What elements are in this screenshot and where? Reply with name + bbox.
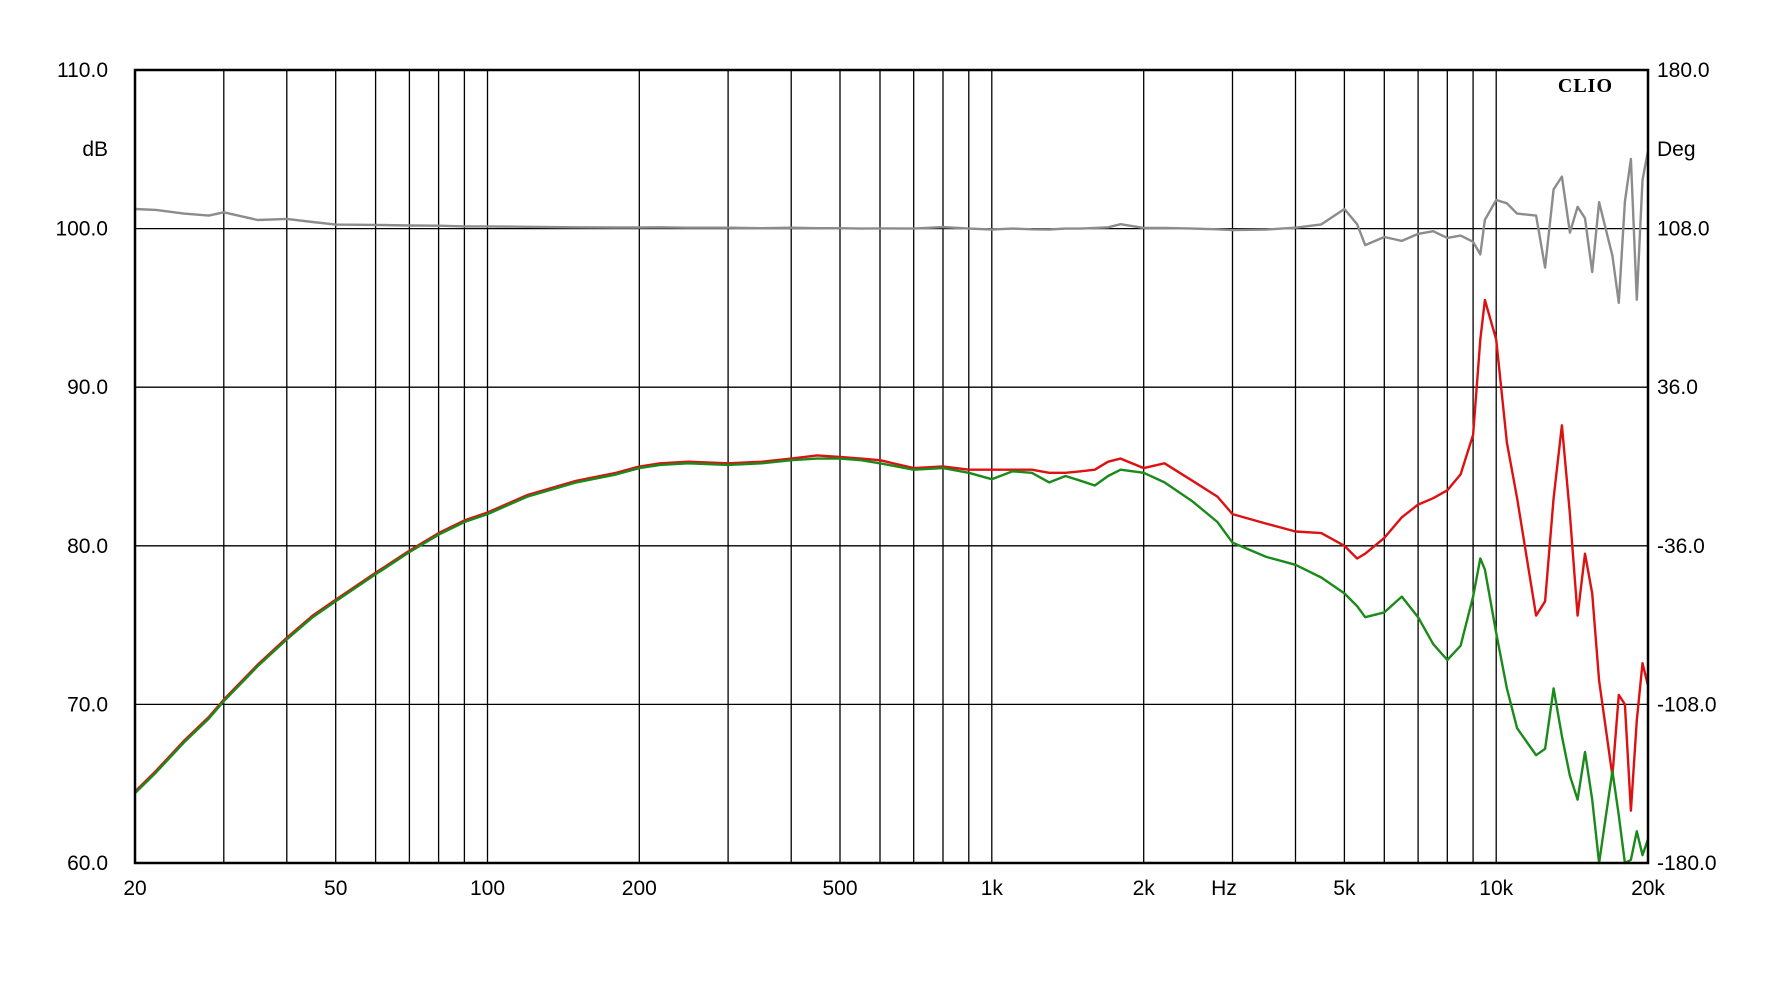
y2-tick-label: 36.0 bbox=[1657, 376, 1698, 399]
y2-axis-unit-label: Deg bbox=[1657, 138, 1696, 161]
y-tick-label: 80.0 bbox=[67, 535, 108, 558]
x-axis-unit-label: Hz bbox=[1211, 877, 1237, 900]
x-tick-label: 2k bbox=[1133, 877, 1156, 900]
x-tick-labels: 20 50 100 200 500 1k 2k 5k 10k 20k bbox=[123, 877, 1665, 900]
y2-tick-label: -180.0 bbox=[1657, 852, 1717, 875]
y-tick-label: 100.0 bbox=[55, 218, 108, 241]
plot-frame bbox=[133, 68, 1650, 865]
y-tick-label: 70.0 bbox=[67, 693, 108, 716]
x-tick-label: 100 bbox=[470, 877, 505, 900]
y-axis-unit-label: dB bbox=[82, 138, 108, 161]
y-tick-label: 60.0 bbox=[67, 852, 108, 875]
y2-tick-labels: -180.0 -108.0 -36.0 36.0 108.0 180.0 bbox=[1657, 59, 1717, 875]
x-tick-label: 5k bbox=[1333, 877, 1356, 900]
x-tick-label: 500 bbox=[822, 877, 857, 900]
x-tick-label: 10k bbox=[1479, 877, 1513, 900]
y2-tick-label: 180.0 bbox=[1657, 59, 1710, 82]
y-tick-label: 90.0 bbox=[67, 376, 108, 399]
x-tick-label: 200 bbox=[622, 877, 657, 900]
series-line-green bbox=[134, 457, 1650, 865]
series-layer bbox=[134, 150, 1650, 865]
series-line-gray bbox=[134, 150, 1650, 304]
y2-tick-label: -108.0 bbox=[1657, 693, 1717, 716]
series-line-red bbox=[134, 298, 1650, 812]
x-tick-label: 20 bbox=[123, 877, 146, 900]
y2-tick-label: -36.0 bbox=[1657, 535, 1705, 558]
y2-tick-label: 108.0 bbox=[1657, 218, 1710, 241]
clio-brand-label: CLIO bbox=[1558, 75, 1613, 97]
y-tick-labels: 60.0 70.0 80.0 90.0 100.0 110.0 bbox=[55, 59, 108, 875]
x-tick-label: 50 bbox=[324, 877, 347, 900]
x-tick-label: 1k bbox=[981, 877, 1004, 900]
x-tick-label: 20k bbox=[1631, 877, 1665, 900]
vertical-grid bbox=[223, 70, 1497, 863]
y-tick-label: 110.0 bbox=[57, 59, 108, 82]
